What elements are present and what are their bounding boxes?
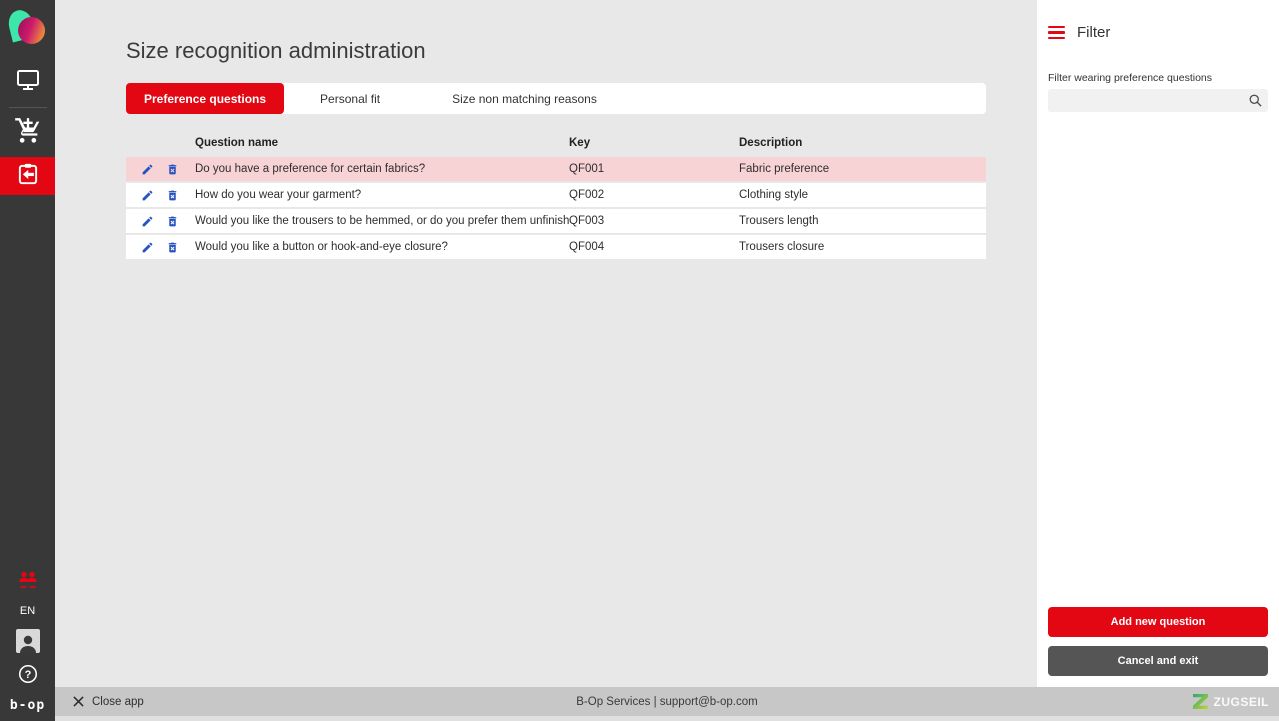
filter-search-label: Filter wearing preference questions [1048,72,1213,84]
table-row[interactable]: Would you like the trousers to be hemmed… [126,209,986,233]
pencil-icon [142,190,152,200]
table-row[interactable]: Would you like a button or hook-and-eye … [126,235,986,259]
help-icon: ? [18,664,37,684]
edit-button[interactable] [140,240,154,254]
help-button[interactable]: ? [17,663,39,690]
question-name: Would you like a button or hook-and-eye … [195,241,448,253]
filter-panel: Filter Filter wearing preference questio… [1037,0,1279,687]
delete-button[interactable] [165,214,179,228]
filter-panel-spacer [1048,112,1268,607]
page-title: Size recognition administration [126,38,426,63]
sidebar-item-add-to-cart[interactable] [0,113,55,153]
add-new-question-button[interactable]: Add new question [1048,607,1268,637]
search-button[interactable] [1242,89,1268,112]
column-key: Key [569,136,591,149]
close-icon [73,696,84,707]
tab-bar: Preference questions Personal fit Size n… [126,83,986,114]
tab-preference-questions[interactable]: Preference questions [126,83,285,114]
bop-brand-logo[interactable] [5,7,48,50]
question-key: QF003 [569,215,605,227]
trash-icon [168,216,176,226]
clipboard-return-icon [15,161,41,192]
column-question-name: Question name [195,136,279,149]
sidebar-divider [8,107,47,108]
table-header: Question name Key Description [126,128,986,157]
bop-wordmark: b-op [9,698,46,713]
search-icon [1249,94,1262,107]
trash-icon [168,190,176,200]
tab-size-non-matching-reasons[interactable]: Size non matching reasons [452,91,597,106]
filter-panel-title: Filter [1077,24,1111,41]
edit-button[interactable] [140,162,154,176]
avatar[interactable] [15,629,40,653]
zugseil-wordmark: ZUGSEIL [1213,694,1269,709]
sidebar: EN ? b-op [0,0,55,721]
column-description: Description [739,136,803,149]
pencil-icon [142,164,152,174]
question-key: QF004 [569,241,605,253]
brand-gradient-circle [17,17,45,44]
sidebar-item-administration[interactable] [0,157,55,195]
main-content: Size recognition administration Preferen… [55,0,1037,687]
delete-button[interactable] [165,188,179,202]
zugseil-logo: ZUGSEIL [1193,694,1279,709]
monitor-icon [15,68,41,97]
close-app-button[interactable]: Close app [55,696,144,708]
table-row[interactable]: How do you wear your garment? QF002 Clot… [126,183,986,207]
search-input[interactable] [1048,89,1242,112]
filter-menu-icon[interactable] [1048,25,1065,40]
footer-support-text: B-Op Services | support@b-op.com [576,695,758,708]
add-shopping-cart-icon [14,117,42,150]
question-name: Do you have a preference for certain fab… [195,163,426,175]
pencil-icon [142,216,152,226]
question-name: Would you like the trousers to be hemmed… [195,215,569,227]
table-row[interactable]: Do you have a preference for certain fab… [126,157,986,181]
user-switch-icon [17,571,39,594]
edit-button[interactable] [140,188,154,202]
question-name: How do you wear your garment? [195,189,362,201]
tab-personal-fit[interactable]: Personal fit [320,91,381,106]
question-key: QF002 [569,189,605,201]
sidebar-item-user-switch[interactable] [0,569,55,595]
question-description: Clothing style [739,189,809,201]
pencil-icon [142,242,152,252]
person-icon [19,635,36,653]
sidebar-item-monitor[interactable] [0,62,55,102]
svg-text:?: ? [24,669,31,681]
filter-search-box [1048,89,1268,112]
trash-icon [168,164,176,174]
question-description: Trousers length [739,215,819,227]
language-selector[interactable]: EN [19,605,36,617]
close-app-label: Close app [92,695,144,708]
delete-button[interactable] [165,162,179,176]
question-key: QF001 [569,163,605,175]
zugseil-z-icon [1193,694,1209,709]
bottom-strip [55,716,1279,721]
delete-button[interactable] [165,240,179,254]
trash-icon [168,242,176,252]
question-description: Trousers closure [739,241,825,253]
edit-button[interactable] [140,214,154,228]
bottom-bar: B-Op Services | support@b-op.com Close a… [55,687,1279,716]
question-description: Fabric preference [739,163,830,175]
cancel-and-exit-button[interactable]: Cancel and exit [1048,646,1268,676]
questions-table: Question name Key Description Do you hav… [126,128,986,259]
